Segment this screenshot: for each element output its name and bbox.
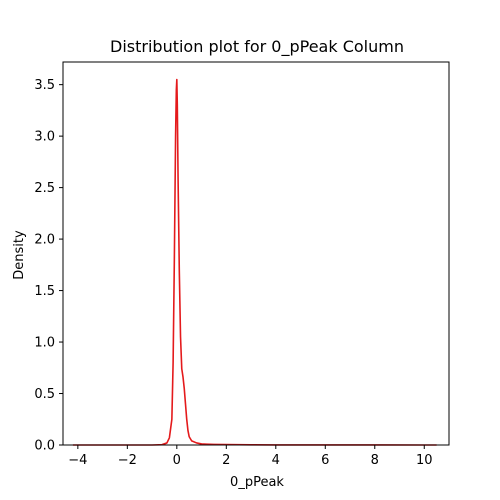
y-tick-label: 0.0 xyxy=(34,439,55,454)
y-tick-label: 2.5 xyxy=(34,181,55,196)
plot-frame xyxy=(62,61,450,446)
y-tick-label: 1.0 xyxy=(34,336,55,351)
y-tick-label: 0.5 xyxy=(34,387,55,402)
y-tick-label: 3.5 xyxy=(34,78,55,93)
y-tick-label: 3.0 xyxy=(34,130,55,145)
y-axis-label: Density xyxy=(12,230,27,280)
x-tick-label: 10 xyxy=(416,453,433,468)
y-tick-label: 2.0 xyxy=(34,233,55,248)
y-tick-label: 1.5 xyxy=(34,284,55,299)
chart-title: Distribution plot for 0_pPeak Column xyxy=(110,37,404,57)
x-tick-label: 6 xyxy=(321,453,329,468)
x-tick-label: −4 xyxy=(68,453,87,468)
x-axis-label: 0_pPeak xyxy=(230,475,284,490)
series-line-0 xyxy=(72,78,437,446)
x-tick-label: 4 xyxy=(272,453,280,468)
x-tick-label: 2 xyxy=(222,453,230,468)
x-tick-label: −2 xyxy=(118,453,137,468)
x-tick-label: 0 xyxy=(173,453,181,468)
x-tick-label: 8 xyxy=(371,453,379,468)
